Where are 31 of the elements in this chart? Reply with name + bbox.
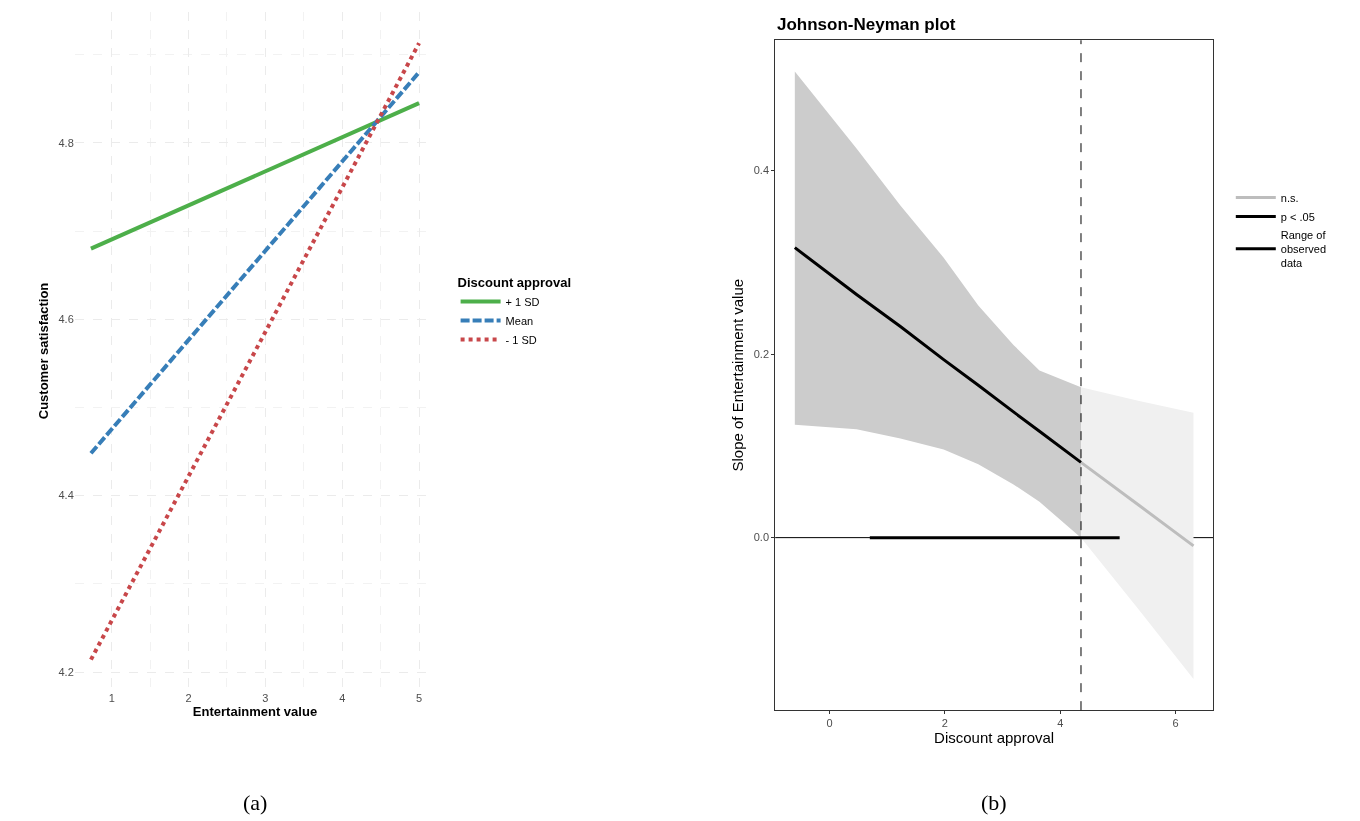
x-tick-label: 5 (416, 691, 423, 704)
x-tick-label: 3 (262, 691, 269, 704)
legend-label: Mean (505, 314, 534, 327)
y-tick-label: 4.4 (58, 489, 74, 502)
legend-label: Range of observed data (1280, 228, 1327, 270)
x-tick-label: 2 (941, 717, 948, 730)
x-tick-label: 4 (339, 691, 346, 704)
legend-label: n.s. (1280, 191, 1299, 204)
x-axis-title: Discount approval (934, 729, 1055, 747)
legend-title: Discount approval (457, 274, 572, 290)
legend-label: - 1 SD (505, 333, 537, 346)
x-tick-label: 6 (1172, 717, 1179, 730)
x-tick-label: 2 (185, 691, 192, 704)
y-tick-label: 4.8 (58, 136, 74, 149)
y-axis-title: Slope of Entertainment value (728, 278, 746, 472)
y-axis-title: Customer satisfaction (36, 282, 52, 420)
text: (b) (981, 790, 1007, 815)
x-tick-label: 4 (1057, 717, 1064, 730)
x-axis-title: Entertainment value (192, 704, 318, 720)
line-series (793, 246, 1083, 464)
legend-label: p < .05 (1280, 210, 1315, 223)
y-tick-label: 4.6 (58, 313, 74, 326)
y-tick-label: 0.4 (753, 164, 769, 177)
text: (a) (243, 790, 268, 815)
y-tick-label: 4.2 (58, 665, 74, 678)
legend-label: + 1 SD (505, 295, 540, 308)
chart-title: Johnson-Neyman plot (777, 15, 956, 34)
x-tick-label: 1 (108, 691, 115, 704)
y-tick-label: 0.0 (753, 531, 769, 544)
x-tick-label: 0 (826, 717, 833, 730)
y-tick-label: 0.2 (753, 347, 769, 360)
